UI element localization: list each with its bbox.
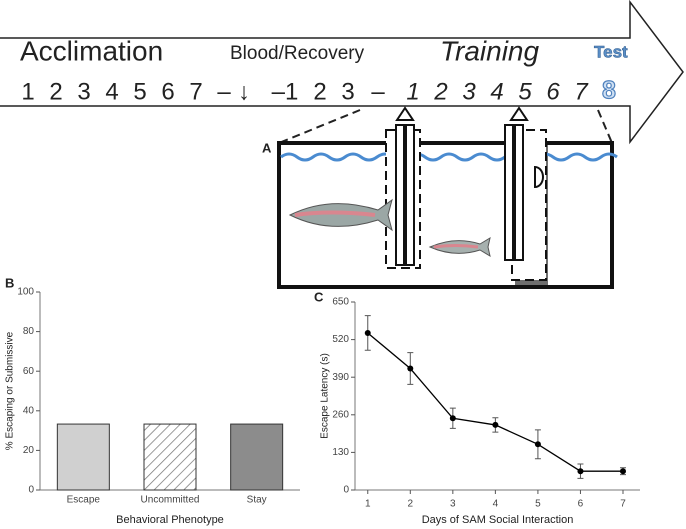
test-day: 8 bbox=[602, 77, 616, 105]
day-label: 7 bbox=[574, 78, 589, 105]
day-label: 1 bbox=[21, 78, 34, 105]
y-tick-label: 0 bbox=[28, 485, 34, 496]
y-tick-label: 390 bbox=[332, 372, 349, 383]
point bbox=[364, 329, 371, 336]
y-tick-label: 0 bbox=[343, 485, 349, 496]
point bbox=[534, 441, 541, 448]
point bbox=[619, 468, 626, 475]
x-tick-label: 7 bbox=[620, 499, 626, 510]
panel-label: C bbox=[314, 289, 324, 304]
fish bbox=[288, 198, 491, 258]
point bbox=[449, 415, 456, 422]
zoom-line bbox=[278, 109, 361, 144]
x-tick-label: 4 bbox=[493, 499, 499, 510]
day-row: 1 2 3 4 5 6 7– ↓ –1 2 3–1 2 3 4 5 6 7 bbox=[21, 78, 589, 105]
zoom-line bbox=[597, 109, 613, 144]
day-label: 2 bbox=[313, 78, 326, 105]
y-tick-label: 100 bbox=[17, 287, 34, 298]
x-tick-label: 1 bbox=[365, 499, 371, 510]
day-label: 6 bbox=[161, 78, 174, 105]
day-label: 3 bbox=[77, 78, 90, 105]
y-axis-label: Escape Latency (s) bbox=[320, 353, 331, 439]
panel-label: A bbox=[262, 140, 272, 155]
day-label: 2 bbox=[49, 78, 62, 105]
y-tick-label: 80 bbox=[23, 326, 35, 337]
phase-label: Acclimation bbox=[20, 35, 163, 66]
x-tick-label: 6 bbox=[578, 499, 584, 510]
y-tick-label: 40 bbox=[23, 405, 35, 416]
point bbox=[492, 421, 499, 428]
divider bbox=[385, 106, 547, 281]
day-label: 3 bbox=[462, 78, 476, 105]
day-label: 3 bbox=[341, 78, 354, 105]
y-tick-label: 130 bbox=[332, 447, 349, 458]
bar bbox=[230, 423, 284, 491]
y-tick-label: 260 bbox=[332, 409, 349, 420]
day-label: – bbox=[371, 78, 385, 105]
tank bbox=[277, 141, 614, 289]
day-label: 7 bbox=[189, 78, 202, 105]
point bbox=[407, 365, 414, 372]
phase-label: Test bbox=[594, 42, 628, 61]
phase-label: Blood/Recovery bbox=[230, 43, 365, 64]
x-axis-label: Behavioral Phenotype bbox=[116, 514, 224, 526]
bar bbox=[56, 423, 110, 491]
bar bbox=[143, 423, 197, 491]
x-tick-label: Uncommitted bbox=[141, 495, 200, 506]
x-axis-label: Days of SAM Social Interaction bbox=[422, 514, 574, 526]
y-tick-label: 60 bbox=[23, 366, 35, 377]
day-label: 5 bbox=[518, 78, 532, 105]
day-label: 1 bbox=[406, 78, 419, 105]
phase-label: Training bbox=[440, 35, 540, 66]
day-label: ↓ bbox=[238, 78, 250, 105]
day-label: –1 bbox=[272, 78, 299, 105]
x-tick-label: Stay bbox=[247, 495, 267, 506]
day-label: 6 bbox=[546, 78, 560, 105]
y-axis-label: % Escaping or Submissive bbox=[5, 331, 16, 450]
point bbox=[577, 468, 584, 475]
x-tick-label: 3 bbox=[450, 499, 456, 510]
water-line bbox=[280, 152, 618, 162]
day-label: – bbox=[217, 78, 231, 105]
timeline-arrow bbox=[0, 0, 684, 145]
x-tick-label: 5 bbox=[535, 499, 541, 510]
y-tick-label: 20 bbox=[23, 445, 35, 456]
day-label: 4 bbox=[490, 78, 503, 105]
day-label: 5 bbox=[133, 78, 146, 105]
x-tick-label: 2 bbox=[408, 499, 414, 510]
day-label: 4 bbox=[105, 78, 118, 105]
panel-label: B bbox=[5, 275, 14, 290]
line bbox=[367, 332, 623, 472]
y-tick-label: 650 bbox=[332, 297, 349, 308]
x-tick-label: Escape bbox=[67, 495, 101, 506]
y-tick-label: 520 bbox=[332, 334, 349, 345]
day-label: 2 bbox=[433, 78, 447, 105]
shelter bbox=[534, 165, 544, 189]
